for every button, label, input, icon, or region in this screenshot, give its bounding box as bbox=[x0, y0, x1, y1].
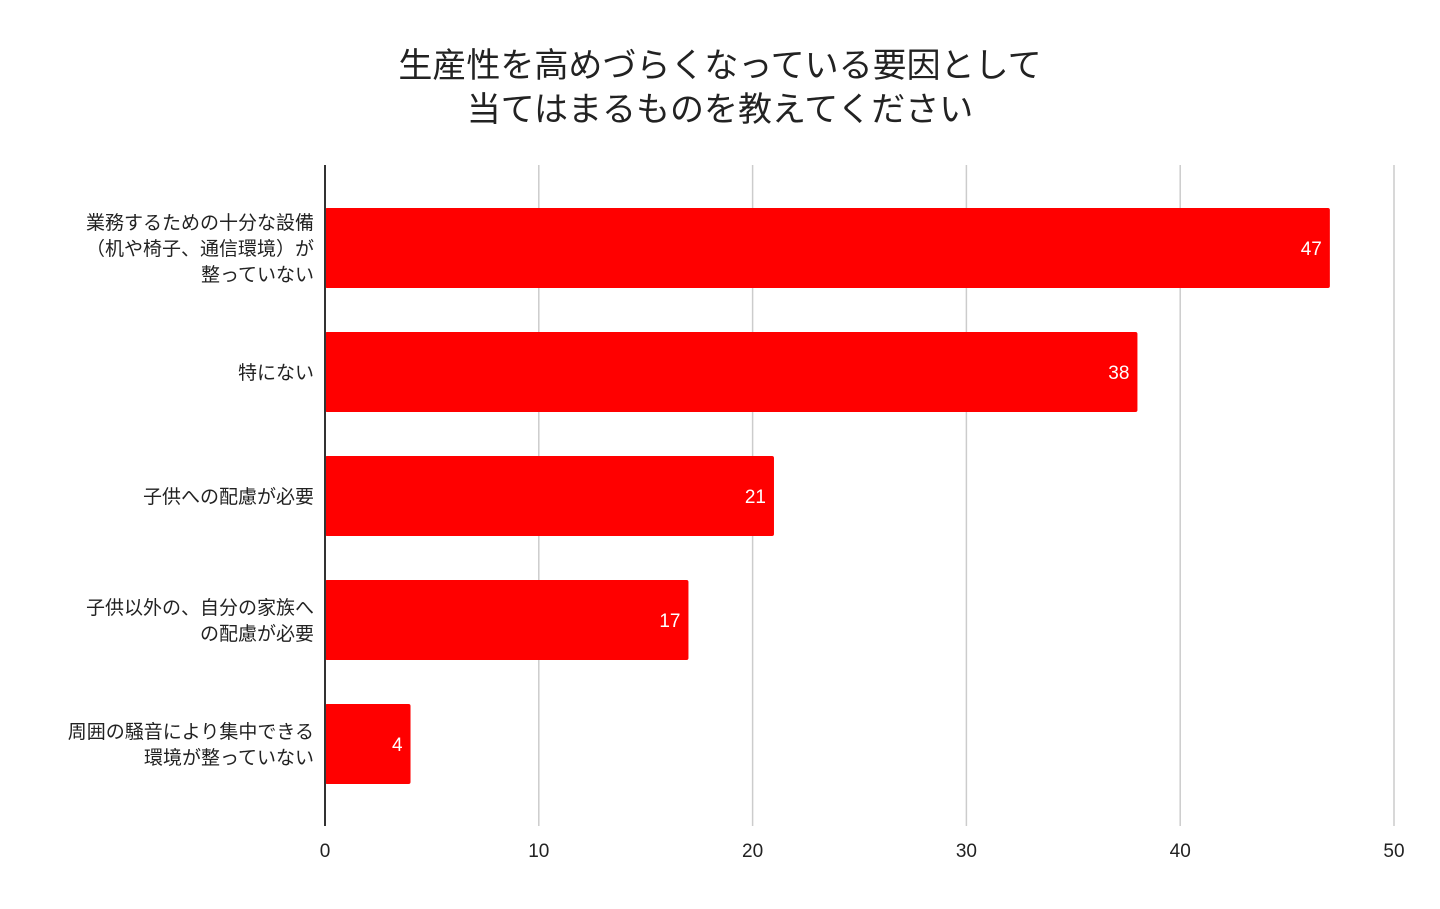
chart-title: 生産性を高めづらくなっている要因として 当てはまるものを教えてください bbox=[0, 44, 1440, 132]
data-label: 17 bbox=[659, 611, 680, 632]
chart-title-line-1: 生産性を高めづらくなっている要因として bbox=[398, 46, 1042, 86]
x-tick-labels: 0 10 20 30 40 50 bbox=[320, 841, 1405, 862]
category-label: 特にない bbox=[238, 362, 314, 384]
category-label: 子供への配慮が必要 bbox=[143, 486, 314, 508]
category-label: 環境が整っていない bbox=[144, 747, 314, 769]
data-label: 4 bbox=[392, 735, 403, 756]
x-tick-label: 20 bbox=[742, 841, 763, 862]
category-label: 子供以外の、自分の家族へ bbox=[86, 597, 314, 619]
data-label: 47 bbox=[1301, 239, 1322, 260]
category-label: の配慮が必要 bbox=[200, 623, 314, 645]
bar-1 bbox=[325, 208, 1330, 288]
bars bbox=[325, 208, 1330, 784]
x-tick-label: 10 bbox=[528, 841, 549, 862]
category-labels: 業務するための十分な設備 （机や椅子、通信環境）が整っていない特にない子供への配慮… bbox=[68, 212, 314, 769]
chart-title-line-2: 当てはまるものを教えてください bbox=[466, 90, 974, 130]
data-label: 21 bbox=[745, 487, 766, 508]
data-label: 38 bbox=[1108, 363, 1129, 384]
bar-5 bbox=[325, 704, 411, 784]
x-tick-label: 0 bbox=[320, 841, 331, 862]
x-tick-label: 50 bbox=[1383, 841, 1404, 862]
data-labels: 47 38 21 17 4 bbox=[392, 239, 1322, 756]
bar-3 bbox=[325, 456, 774, 536]
x-tick-label: 40 bbox=[1170, 841, 1191, 862]
x-tick-label: 30 bbox=[956, 841, 977, 862]
category-label: 整っていない bbox=[201, 264, 314, 286]
bar-2 bbox=[325, 332, 1138, 412]
bar-4 bbox=[325, 580, 689, 660]
category-label: 周囲の騒音により集中できる bbox=[68, 721, 314, 743]
category-label: 業務するための十分な設備 bbox=[86, 212, 314, 234]
category-label: （机や椅子、通信環境）が bbox=[86, 238, 314, 260]
